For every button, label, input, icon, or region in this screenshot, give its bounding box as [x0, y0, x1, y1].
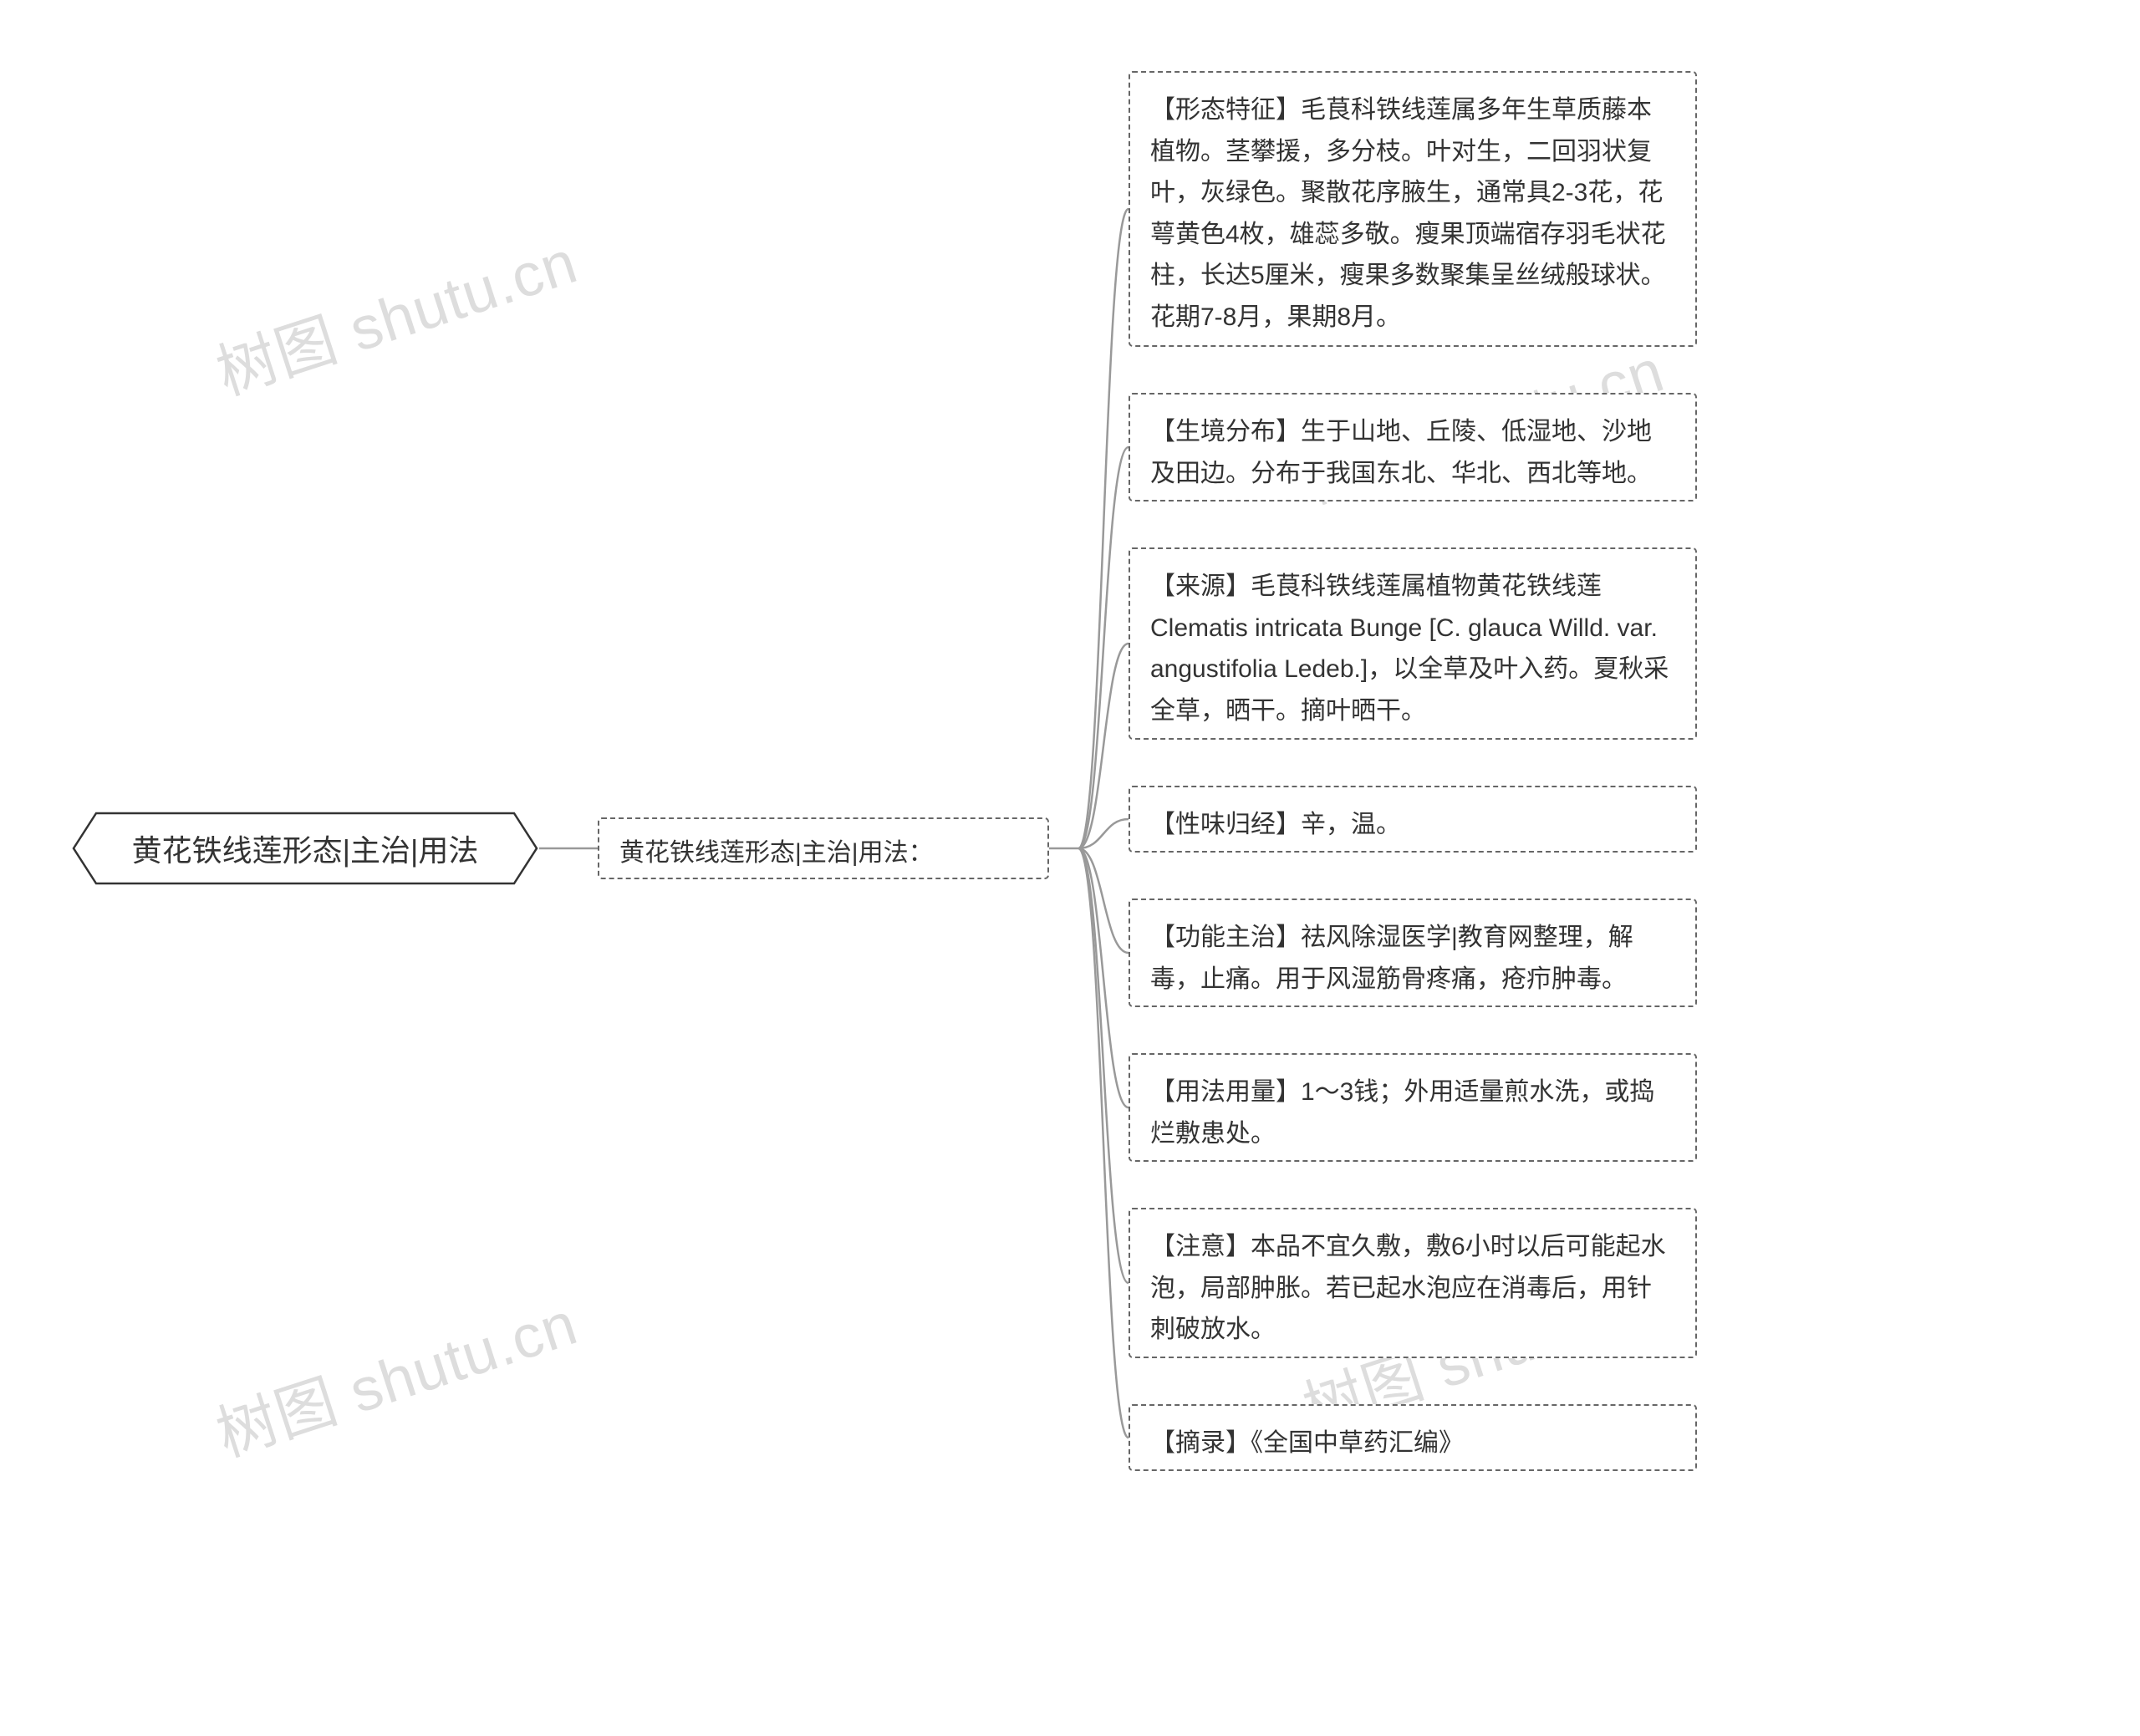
- leaf-text: 【生境分布】生于山地、丘陵、低湿地、沙地及田边。分布于我国东北、华北、西北等地。: [1150, 418, 1652, 487]
- leaf-node-morphology[interactable]: 【形态特征】毛茛科铁线莲属多年生草质藤本植物。茎攀援，多分枝。叶对生，二回羽状复…: [1129, 71, 1697, 347]
- leaf-node-source[interactable]: 【来源】毛茛科铁线莲属植物黄花铁线莲Clematis intricata Bun…: [1129, 547, 1697, 740]
- leaf-text: 【注意】本品不宜久敷，敷6小时以后可能起水泡，局部肿胀。若已起水泡应在消毒后，用…: [1150, 1233, 1666, 1343]
- leaf-node-dosage[interactable]: 【用法用量】1～3钱；外用适量煎水洗，或捣烂敷患处。: [1129, 1053, 1697, 1162]
- root-label: 黄花铁线莲形态|主治|用法: [71, 811, 539, 886]
- leaf-text: 【性味归经】辛，温。: [1150, 811, 1401, 838]
- leaf-text: 【摘录】《全国中草药汇编》: [1150, 1429, 1464, 1457]
- leaf-text: 【来源】毛茛科铁线莲属植物黄花铁线莲Clematis intricata Bun…: [1150, 573, 1669, 725]
- leaf-node-properties[interactable]: 【性味归经】辛，温。: [1129, 786, 1697, 853]
- branch-label: 黄花铁线莲形态|主治|用法：: [619, 839, 934, 867]
- leaf-node-excerpt[interactable]: 【摘录】《全国中草药汇编》: [1129, 1404, 1697, 1471]
- leaf-node-habitat[interactable]: 【生境分布】生于山地、丘陵、低湿地、沙地及田边。分布于我国东北、华北、西北等地。: [1129, 393, 1697, 501]
- leaf-text: 【用法用量】1～3钱；外用适量煎水洗，或捣烂敷患处。: [1150, 1078, 1654, 1148]
- leaf-text: 【形态特征】毛茛科铁线莲属多年生草质藤本植物。茎攀援，多分枝。叶对生，二回羽状复…: [1150, 96, 1666, 331]
- leaf-text: 【功能主治】祛风除湿医学|教育网整理，解毒，止痛。用于风湿筋骨疼痛，疮疖肿毒。: [1150, 924, 1633, 993]
- root-node[interactable]: 黄花铁线莲形态|主治|用法: [71, 811, 539, 886]
- watermark: 树图 shutu.cn: [204, 1274, 587, 1473]
- branch-node[interactable]: 黄花铁线莲形态|主治|用法：: [598, 817, 1049, 879]
- leaf-node-function[interactable]: 【功能主治】祛风除湿医学|教育网整理，解毒，止痛。用于风湿筋骨疼痛，疮疖肿毒。: [1129, 899, 1697, 1007]
- watermark: 树图 shutu.cn: [204, 212, 587, 411]
- leaf-node-caution[interactable]: 【注意】本品不宜久敷，敷6小时以后可能起水泡，局部肿胀。若已起水泡应在消毒后，用…: [1129, 1208, 1697, 1358]
- mindmap-canvas: 树图 shutu.cn 树图 shutu.cn 树图 shutu.cn 树图 s…: [0, 0, 2140, 1736]
